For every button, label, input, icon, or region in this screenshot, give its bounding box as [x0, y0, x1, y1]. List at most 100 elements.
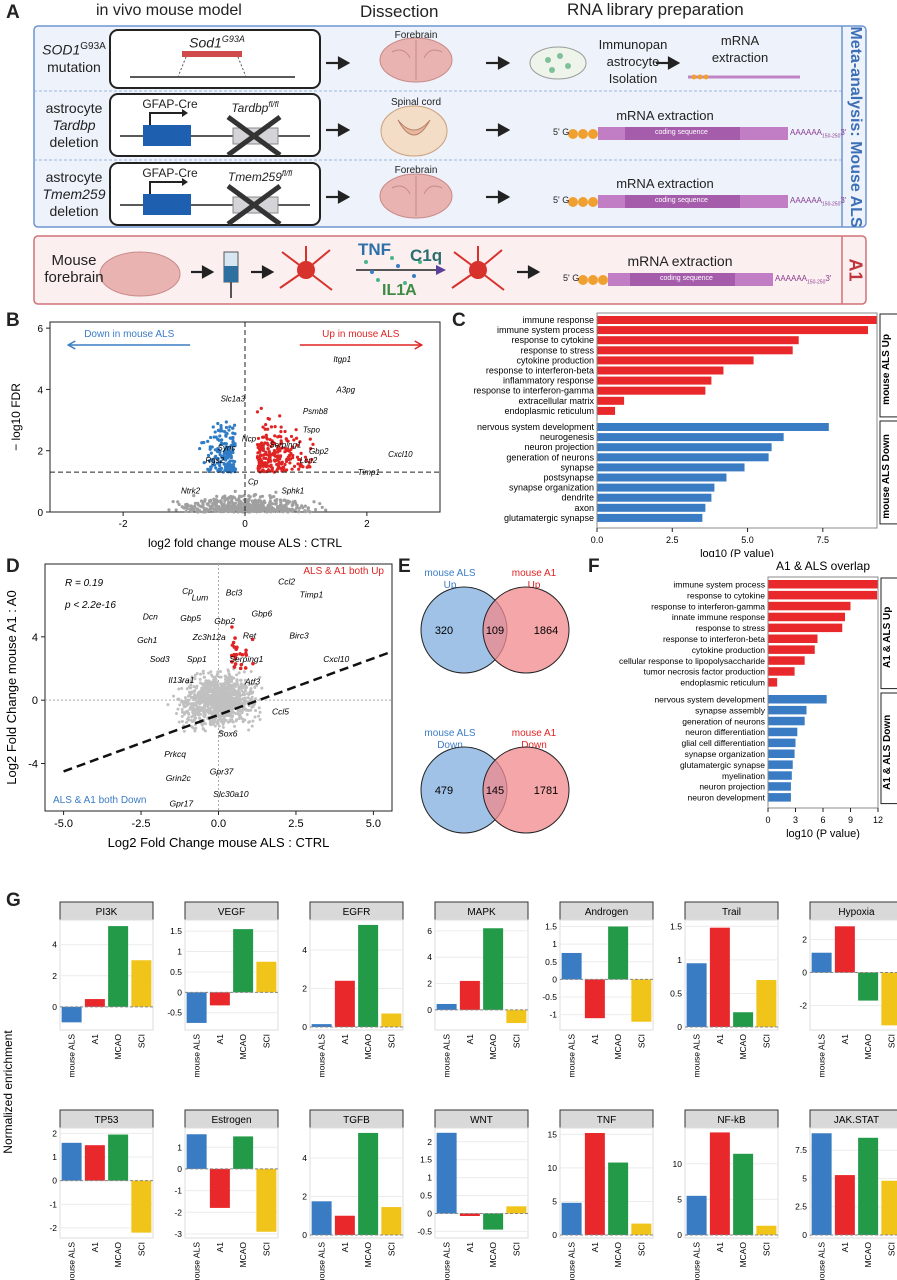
- scatter-point: [219, 719, 223, 723]
- go-category-label: response to cytokine: [687, 590, 765, 600]
- volcano-point-down: [218, 434, 222, 438]
- go-bar: [768, 678, 778, 687]
- facet-y-tick-label: 2: [302, 983, 307, 993]
- go-group-label: A1 & ALS Down: [882, 715, 893, 790]
- facet-x-tick-label: MCAO: [738, 1242, 748, 1268]
- go-bar: [768, 749, 795, 758]
- panel-e-label: E: [398, 556, 411, 577]
- scatter-point: [234, 712, 238, 716]
- x-tick-label: -2.5: [132, 818, 151, 830]
- volcano-point-down: [216, 468, 220, 473]
- volcano-point-down: [231, 431, 235, 435]
- volcano-point-ns: [229, 504, 234, 509]
- facet-y-tick-label: -2: [174, 1207, 182, 1217]
- mrna-5-row2: 5' G: [553, 127, 570, 137]
- volcano-point-ns: [243, 503, 247, 507]
- scatter-point: [181, 702, 185, 706]
- volcano-point-ns: [242, 509, 247, 513]
- facet-bar: [709, 927, 730, 1027]
- volcano-gene-label: Cp: [248, 477, 259, 486]
- scatter-gene-label: Ret: [243, 630, 257, 640]
- mrna-cds-row3: coding sequence: [655, 197, 708, 204]
- volcano-point-down: [218, 429, 222, 433]
- facet-x-tick-label: mouse ALS: [817, 1242, 827, 1280]
- volcano-point-ns: [293, 499, 297, 503]
- facet-bar: [311, 1201, 332, 1235]
- go-category-label: nervous system development: [477, 422, 595, 432]
- facet-x-tick-label: MCAO: [863, 1034, 873, 1060]
- scatter-point: [247, 728, 251, 732]
- volcano-point-ns: [271, 506, 275, 510]
- scatter-gene-label: Gbp2: [214, 616, 235, 626]
- scatter-point: [185, 687, 189, 691]
- scatter-point: [219, 670, 223, 674]
- scatter-point-up: [243, 666, 248, 670]
- scatter-point: [214, 707, 218, 711]
- scatter-point: [230, 715, 234, 719]
- volcano-point-up: [289, 447, 293, 452]
- facet-title: TNF: [597, 1115, 616, 1126]
- go-bar: [768, 738, 796, 748]
- col-header-dissection: Dissection: [360, 2, 439, 21]
- volcano-point-down: [231, 449, 235, 453]
- y-axis-label: Log2 Fold Change mouse A1 : A0: [4, 590, 19, 784]
- volcano-point-down: [223, 465, 228, 469]
- row2-tissue: Spinal cord: [390, 97, 442, 108]
- scatter-gene-label: Sod3: [150, 654, 170, 664]
- scatter-gene-label: Bcl3: [226, 588, 243, 598]
- scatter-point: [258, 710, 262, 714]
- row2-prep2: mRNA extraction: [616, 108, 714, 123]
- volcano-point-ns: [229, 509, 233, 513]
- scatter-point: [194, 694, 198, 698]
- facet-bar: [756, 980, 777, 1027]
- go-bar: [597, 463, 745, 472]
- volcano-point-down: [224, 468, 229, 472]
- scatter-point: [227, 698, 231, 702]
- go-bar: [597, 493, 712, 502]
- go-category-label: response to interferon-gamma: [651, 601, 765, 611]
- scatter-point: [200, 706, 204, 710]
- facet-x-tick-label: A1: [340, 1034, 350, 1045]
- scatter-point: [187, 718, 191, 722]
- facet-y-tick-label: 2: [52, 971, 57, 981]
- panel-g-label: G: [6, 890, 21, 911]
- volcano-point-ns: [174, 508, 178, 512]
- facet-x-tick-label: MCAO: [363, 1034, 373, 1060]
- facet-title: MAPK: [467, 907, 496, 918]
- volcano-point-ns: [283, 506, 287, 510]
- scatter-point: [230, 685, 234, 689]
- volcano-point-up: [272, 453, 276, 457]
- volcano-point-up: [276, 454, 280, 458]
- go-group-strip: [880, 577, 897, 690]
- scatter-point: [206, 710, 210, 714]
- scatter-point: [193, 676, 197, 680]
- volcano-plot: Slc1a3 Itgp1 Psmb8 A3pg Tspo Cxcl10 Sync Gbp2 Nc…: [9, 321, 441, 550]
- facet-title: Estrogen: [211, 1115, 251, 1126]
- facet-bar: [608, 1162, 629, 1235]
- go-bar: [768, 771, 792, 780]
- volcano-point-ns: [252, 509, 256, 514]
- volcano-point-ns: [184, 509, 188, 514]
- row1-tissue: Forebrain: [394, 30, 438, 41]
- row1-gene: Sod1G93A: [189, 34, 245, 51]
- volcano-point-ns: [306, 507, 310, 511]
- x-axis-label: log2 fold change mouse ALS : CTRL: [148, 536, 342, 550]
- facet-bar: [256, 1168, 277, 1232]
- y-tick-label: 4: [37, 385, 43, 396]
- venn-right-sub: Up: [528, 580, 541, 591]
- scatter-point: [251, 690, 255, 694]
- facet-x-tick-label: MCAO: [113, 1242, 123, 1268]
- regression-line: [63, 651, 390, 773]
- volcano-point-up: [261, 463, 265, 467]
- scatter-point: [207, 707, 211, 711]
- facet-bar: [108, 926, 129, 1007]
- facet-title: NF-kB: [717, 1115, 746, 1126]
- row1-prep: Immunopan astrocyte Isolation: [598, 37, 668, 86]
- volcano-point-ns: [286, 501, 290, 505]
- volcano-point-up: [257, 461, 261, 465]
- volcano-point-ns: [223, 494, 227, 498]
- scatter-point: [250, 724, 254, 728]
- scatter-gene-label: Ccl2: [278, 577, 295, 587]
- volcano-point-up: [255, 410, 260, 414]
- scatter-point: [251, 704, 255, 708]
